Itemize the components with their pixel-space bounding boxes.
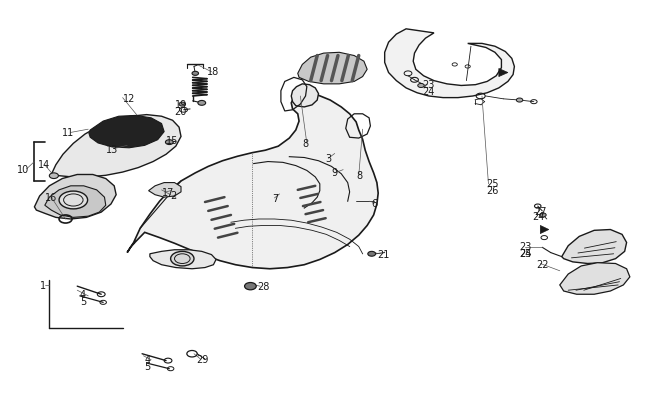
Text: 11: 11 [62,128,75,138]
Text: 13: 13 [106,144,118,154]
Text: 26: 26 [486,185,499,195]
Text: 16: 16 [45,193,57,202]
Text: 6: 6 [372,198,378,208]
Text: 23: 23 [422,80,435,90]
Circle shape [368,252,376,257]
Text: 27: 27 [534,207,547,216]
Text: 5: 5 [80,296,86,306]
Text: 29: 29 [196,354,209,364]
Polygon shape [385,30,514,98]
Text: 14: 14 [38,159,51,169]
Text: 18: 18 [207,66,219,76]
Polygon shape [51,115,181,177]
Polygon shape [540,226,549,234]
Circle shape [59,192,88,209]
Text: 8: 8 [302,139,308,149]
Text: 24: 24 [532,212,545,222]
Circle shape [516,99,523,103]
Circle shape [418,84,424,88]
Circle shape [171,252,194,266]
Text: 10: 10 [17,164,29,175]
Polygon shape [562,230,627,264]
Circle shape [244,283,256,290]
Circle shape [540,213,546,217]
Text: 12: 12 [123,94,135,103]
Polygon shape [45,186,106,218]
Circle shape [192,72,198,76]
Text: 28: 28 [257,281,269,292]
Text: 25: 25 [486,178,499,188]
Text: 15: 15 [166,136,179,146]
Polygon shape [34,175,116,220]
Text: 19: 19 [174,100,187,110]
Polygon shape [298,53,367,85]
Text: 20: 20 [174,107,187,117]
Text: 21: 21 [377,249,389,259]
Circle shape [179,103,185,107]
Text: 5: 5 [145,361,151,371]
Polygon shape [127,94,378,269]
Text: 3: 3 [325,154,331,164]
Text: 22: 22 [536,259,549,269]
Polygon shape [499,69,508,77]
Text: 1: 1 [40,280,46,290]
Polygon shape [560,263,630,294]
Text: 23: 23 [519,241,532,251]
Circle shape [49,173,58,179]
Text: 24: 24 [519,248,532,258]
Text: 17: 17 [162,188,174,197]
Polygon shape [291,85,318,108]
Text: 4: 4 [80,290,86,300]
Text: 24: 24 [422,87,435,96]
Text: 25: 25 [519,248,532,258]
Text: 8: 8 [356,171,362,181]
Circle shape [166,141,173,145]
Circle shape [198,101,205,106]
Polygon shape [89,116,164,148]
Text: 4: 4 [145,354,151,364]
Text: 2: 2 [171,190,177,200]
Polygon shape [149,183,181,198]
Text: 7: 7 [272,194,278,203]
Polygon shape [150,250,216,269]
Text: 9: 9 [332,167,337,177]
